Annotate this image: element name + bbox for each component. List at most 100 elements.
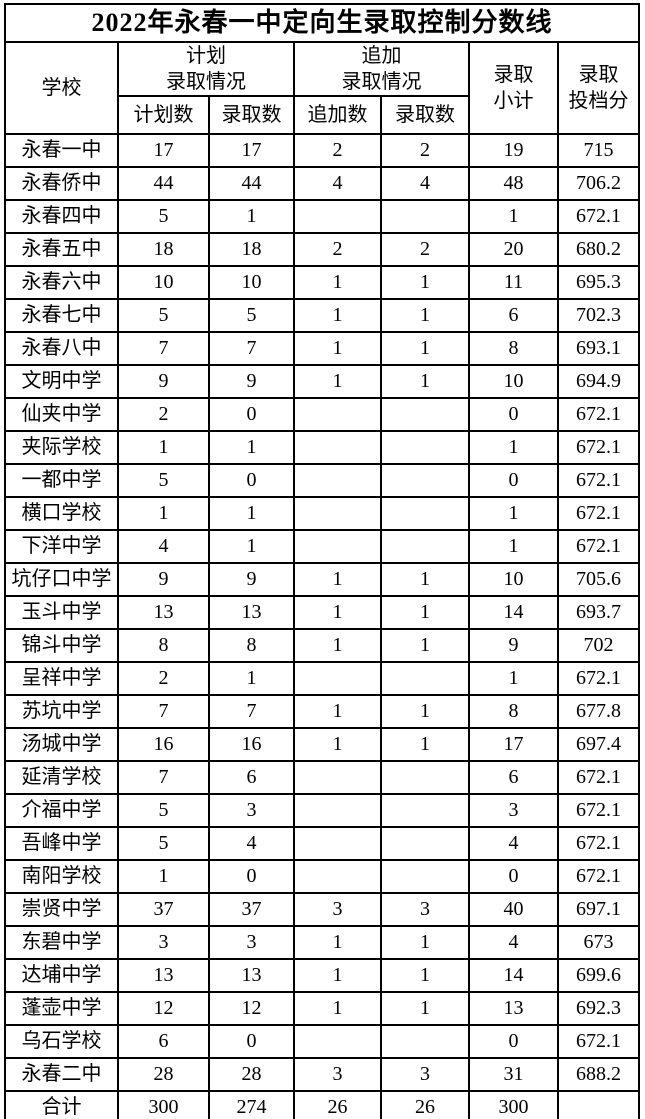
value-cell <box>293 661 382 696</box>
page-title: 2022年永春一中定向生录取控制分数线 <box>3 3 641 43</box>
header-subtotal-line1: 录取 <box>493 64 534 86</box>
value-cell: 1 <box>380 298 470 333</box>
value-cell: 7 <box>208 694 295 729</box>
value-cell: 3 <box>293 892 382 927</box>
value-cell: 12 <box>208 991 295 1026</box>
value-cell: 17 <box>208 133 295 168</box>
value-cell: 0 <box>468 859 559 894</box>
header-added-group: 追加 录取情况 <box>293 41 470 97</box>
value-cell: 26 <box>380 1090 470 1119</box>
value-cell: 18 <box>117 232 210 267</box>
value-cell: 0 <box>208 859 295 894</box>
value-cell: 10 <box>208 265 295 300</box>
value-cell: 4 <box>468 925 559 960</box>
header-score-line1: 录取 <box>578 64 619 86</box>
value-cell: 10 <box>468 562 559 597</box>
value-cell <box>293 430 382 465</box>
header-group-row: 学校 计划 录取情况 追加 录取情况 录取 小计 录取 投档分 <box>4 41 641 135</box>
value-cell: 672.1 <box>556 859 641 894</box>
school-row: 延清学校 7 6 6 672.1 <box>4 760 641 795</box>
value-cell: 1 <box>380 265 470 300</box>
value-cell: 1 <box>293 694 382 729</box>
value-cell: 9 <box>468 628 559 663</box>
value-cell: 31 <box>468 1057 559 1092</box>
school-name-cell: 呈祥中学 <box>4 661 119 696</box>
value-cell: 7 <box>117 760 210 795</box>
school-name-cell: 汤城中学 <box>4 727 119 762</box>
school-name-cell: 永春四中 <box>4 199 119 234</box>
value-cell: 2 <box>117 397 210 432</box>
value-cell <box>380 661 470 696</box>
header-added-group-line2: 录取情况 <box>341 71 422 93</box>
school-name-cell: 蓬壶中学 <box>4 991 119 1026</box>
value-cell: 4 <box>468 826 559 861</box>
value-cell: 12 <box>117 991 210 1026</box>
value-cell <box>293 793 382 828</box>
value-cell: 300 <box>468 1090 559 1119</box>
value-cell: 9 <box>208 364 295 399</box>
school-name-cell: 东碧中学 <box>4 925 119 960</box>
value-cell: 1 <box>293 298 382 333</box>
school-name-cell: 介福中学 <box>4 793 119 828</box>
value-cell: 2 <box>117 661 210 696</box>
school-row: 崇贤中学 37 37 3 3 40 697.1 <box>4 892 641 927</box>
value-cell: 26 <box>293 1090 382 1119</box>
value-cell <box>380 496 470 531</box>
value-cell <box>293 199 382 234</box>
value-cell <box>380 529 470 564</box>
value-cell: 1 <box>293 727 382 762</box>
value-cell: 28 <box>208 1057 295 1092</box>
school-name-cell: 坑仔口中学 <box>4 562 119 597</box>
value-cell: 0 <box>468 397 559 432</box>
value-cell: 10 <box>468 364 559 399</box>
value-cell: 2 <box>380 133 470 168</box>
value-cell: 694.9 <box>556 364 641 399</box>
value-cell: 672.1 <box>556 430 641 465</box>
value-cell: 672.1 <box>556 760 641 795</box>
school-row: 锦斗中学 8 8 1 1 9 702 <box>4 628 641 663</box>
value-cell: 3 <box>293 1057 382 1092</box>
value-cell: 6 <box>117 1024 210 1059</box>
school-row: 蓬壶中学 12 12 1 1 13 692.3 <box>4 991 641 1026</box>
value-cell: 6 <box>468 760 559 795</box>
value-cell: 673 <box>556 925 641 960</box>
value-cell: 0 <box>208 463 295 498</box>
value-cell <box>380 826 470 861</box>
value-cell <box>293 496 382 531</box>
value-cell: 715 <box>556 133 641 168</box>
school-name-cell: 吾峰中学 <box>4 826 119 861</box>
header-subtotal: 录取 小计 <box>468 41 559 135</box>
school-row: 永春侨中 44 44 4 4 48 706.2 <box>4 166 641 201</box>
school-name-cell: 横口学校 <box>4 496 119 531</box>
value-cell: 16 <box>117 727 210 762</box>
value-cell: 1 <box>208 496 295 531</box>
title-row: 2022年永春一中定向生录取控制分数线 <box>3 3 641 43</box>
value-cell: 1 <box>117 430 210 465</box>
value-cell: 4 <box>293 166 382 201</box>
school-name-cell: 仙夹中学 <box>4 397 119 432</box>
value-cell: 8 <box>468 694 559 729</box>
value-cell: 10 <box>117 265 210 300</box>
value-cell: 2 <box>293 133 382 168</box>
value-cell: 44 <box>117 166 210 201</box>
value-cell: 2 <box>380 232 470 267</box>
value-cell: 40 <box>468 892 559 927</box>
value-cell: 706.2 <box>556 166 641 201</box>
value-cell: 9 <box>208 562 295 597</box>
value-cell: 672.1 <box>556 199 641 234</box>
value-cell: 28 <box>117 1057 210 1092</box>
admission-score-table: 2022年永春一中定向生录取控制分数线 学校 计划 录取情况 追加 录取情况 录… <box>3 3 641 1119</box>
value-cell <box>293 826 382 861</box>
value-cell: 13 <box>468 991 559 1026</box>
value-cell <box>380 859 470 894</box>
school-row: 永春一中 17 17 2 2 19 715 <box>4 133 641 168</box>
value-cell: 1 <box>208 529 295 564</box>
value-cell: 4 <box>117 529 210 564</box>
value-cell: 697.1 <box>556 892 641 927</box>
value-cell: 672.1 <box>556 463 641 498</box>
table-body: 永春一中 17 17 2 2 19 715 永春侨中 44 44 4 4 48 706.2 永春四中 5 1 1 6… <box>4 133 641 1119</box>
value-cell: 693.7 <box>556 595 641 630</box>
school-row: 下洋中学 4 1 1 672.1 <box>4 529 641 564</box>
value-cell: 697.4 <box>556 727 641 762</box>
value-cell: 1 <box>380 595 470 630</box>
